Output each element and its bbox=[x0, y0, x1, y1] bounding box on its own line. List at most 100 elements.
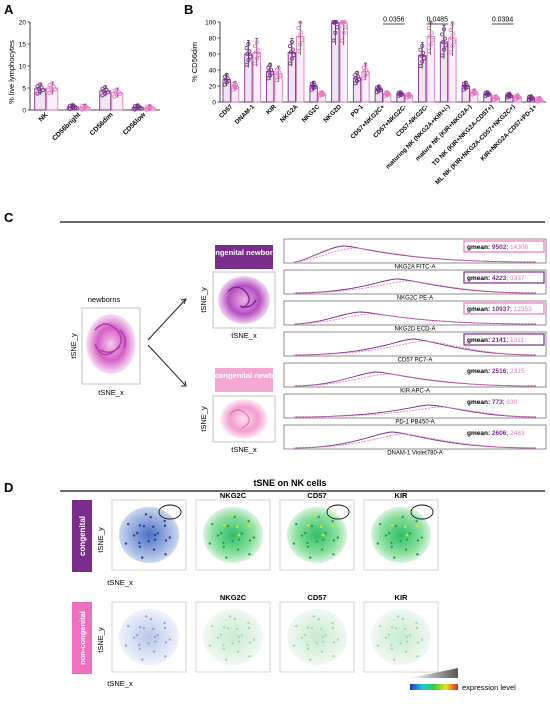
tsne-dot bbox=[408, 532, 411, 535]
data-point bbox=[298, 20, 303, 25]
histogram-curve-congenital bbox=[293, 431, 537, 449]
histogram-marker-label: KIR APC-A bbox=[400, 389, 430, 395]
data-point bbox=[355, 74, 360, 79]
tsne-dot bbox=[320, 650, 324, 653]
data-point bbox=[311, 80, 316, 85]
tsne-dot bbox=[138, 647, 141, 650]
gmean-value-noncongenital: 2315 bbox=[510, 368, 525, 375]
tsne-dot bbox=[321, 538, 325, 541]
gmean-label: gmean: bbox=[467, 275, 492, 282]
tsne-dot bbox=[394, 525, 398, 528]
tsne-dot bbox=[416, 539, 420, 542]
data-point bbox=[528, 94, 533, 99]
tsne-dot bbox=[306, 643, 309, 647]
tsne-dot bbox=[416, 641, 420, 644]
data-point bbox=[248, 54, 253, 59]
data-point bbox=[255, 47, 260, 52]
gmean-highlight-box bbox=[463, 240, 545, 253]
highlight-cluster-ring bbox=[410, 504, 434, 520]
data-point bbox=[443, 43, 448, 48]
data-point bbox=[451, 32, 456, 37]
tsne-dot bbox=[153, 635, 157, 639]
tsne-dot bbox=[247, 621, 250, 625]
congenital-tsne-y: tSNE_y bbox=[199, 287, 208, 313]
category-label: KIR bbox=[265, 103, 278, 116]
tsne-dot bbox=[152, 525, 155, 529]
panel-a: A % live lymphocytes 0 5 10 15 20 NK CD56brigh… bbox=[4, 2, 160, 142]
tsne-dot bbox=[233, 617, 236, 621]
tsne-map-cloud bbox=[287, 507, 347, 563]
tsne-dot bbox=[153, 640, 157, 643]
tsne-marker-label: KIR bbox=[395, 491, 409, 500]
data-point bbox=[426, 49, 431, 54]
gmean-sep: ; bbox=[506, 275, 510, 282]
histogram-stack: gmean: 9502; 14306 NKG2A FITC-A gmean: 422… bbox=[283, 238, 547, 457]
expression-triangle bbox=[410, 668, 458, 678]
data-point bbox=[426, 26, 431, 31]
data-point bbox=[385, 90, 390, 95]
gmean-value-noncongenital: 12353 bbox=[514, 306, 532, 313]
p-value-label: 0.0394 bbox=[492, 17, 514, 24]
y-tick-label: 100 bbox=[205, 19, 216, 26]
data-point bbox=[340, 20, 345, 25]
newborns-label: newborns bbox=[88, 295, 121, 304]
histogram-curve-noncongenital bbox=[293, 247, 537, 263]
tsne-dot bbox=[396, 615, 400, 618]
histogram-marker-label: DNAM-1 Violet780-A bbox=[387, 451, 443, 457]
tsne-dot bbox=[248, 539, 252, 542]
congenital-newborns-badge bbox=[215, 245, 273, 269]
tsne-dot bbox=[237, 640, 241, 643]
tsne-dot bbox=[152, 548, 156, 551]
data-point bbox=[493, 94, 498, 99]
tsne-dot bbox=[248, 655, 251, 658]
tsne-dot bbox=[408, 634, 411, 637]
gmean-value-congenital: 2141 bbox=[492, 337, 507, 344]
y-tick-label: 60 bbox=[209, 51, 217, 58]
tsne-dot bbox=[138, 643, 141, 647]
tsne-dot bbox=[324, 634, 327, 637]
data-point bbox=[406, 91, 411, 96]
p-value-label: 0.0356 bbox=[383, 17, 405, 24]
tsne-dot bbox=[153, 538, 157, 541]
data-point bbox=[537, 95, 542, 100]
data-point bbox=[363, 63, 368, 68]
data-point bbox=[452, 39, 457, 44]
category-label: CD56low bbox=[122, 111, 148, 137]
tsne-dot bbox=[233, 515, 236, 519]
data-point bbox=[450, 22, 455, 27]
data-point bbox=[147, 103, 152, 108]
gmean-label: gmean: bbox=[467, 399, 492, 406]
tsne-dot bbox=[141, 658, 144, 661]
tsne-dot bbox=[390, 545, 393, 548]
tsne-dot bbox=[310, 627, 314, 630]
tsne-dot bbox=[135, 633, 139, 637]
tsne-dot bbox=[248, 553, 251, 556]
data-point bbox=[50, 81, 55, 86]
tsne-dot bbox=[149, 515, 152, 519]
data-point bbox=[427, 34, 432, 39]
data-point bbox=[422, 56, 427, 61]
data-point bbox=[289, 56, 294, 61]
arrow-head-top bbox=[180, 298, 187, 305]
data-point bbox=[331, 19, 336, 24]
arrow-head-bottom bbox=[181, 380, 187, 387]
data-point bbox=[440, 32, 445, 37]
noncongenital-row-badge bbox=[72, 602, 92, 674]
data-point bbox=[254, 56, 259, 61]
tsne-marker-label: CD57 bbox=[307, 593, 326, 602]
tsne-grid: NKG2C CD57 KIR NKG2C CD57 KIR bbox=[111, 491, 439, 673]
data-point bbox=[463, 80, 468, 85]
gmean-text: gmean: 2141; 1311 bbox=[467, 337, 524, 344]
y-tick-label: 15 bbox=[19, 41, 27, 48]
congenital-row-label: congenital bbox=[78, 516, 87, 556]
tsne-dot bbox=[303, 633, 307, 637]
tsne-dot bbox=[331, 621, 334, 625]
tsne-dot bbox=[315, 540, 318, 543]
gmean-sep: ; bbox=[510, 306, 514, 313]
tsne-dot bbox=[390, 643, 393, 647]
tsne-dot bbox=[228, 513, 232, 516]
data-point bbox=[353, 72, 358, 77]
tsne-dot bbox=[124, 542, 128, 545]
histogram-curve-noncongenital bbox=[293, 433, 537, 449]
tsne-dot bbox=[252, 638, 256, 641]
